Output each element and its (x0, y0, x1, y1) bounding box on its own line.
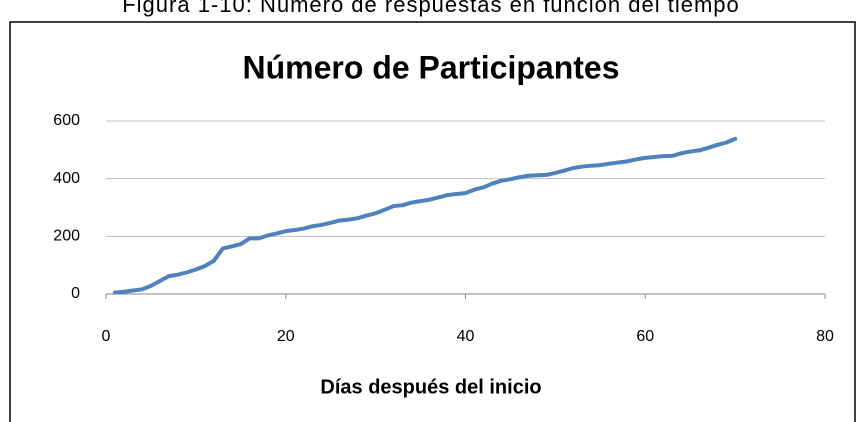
chart-border (9, 21, 856, 422)
x-tick-label: 0 (102, 328, 111, 345)
y-tick-label: 600 (53, 112, 80, 129)
data-line (112, 136, 738, 295)
figure-caption: Figura 1-10: Número de respuestas en fun… (122, 0, 740, 17)
x-axis-label: Días después del inicio (320, 376, 541, 398)
x-tick-label: 60 (636, 328, 654, 345)
chart-title: Número de Participantes (243, 49, 620, 85)
x-tick-label: 80 (816, 328, 834, 345)
x-tick-label: 20 (277, 328, 295, 345)
y-tick-label: 0 (71, 285, 80, 302)
y-tick-label: 400 (53, 170, 80, 187)
x-tick-label: 40 (457, 328, 475, 345)
y-tick-label: 200 (53, 228, 80, 245)
